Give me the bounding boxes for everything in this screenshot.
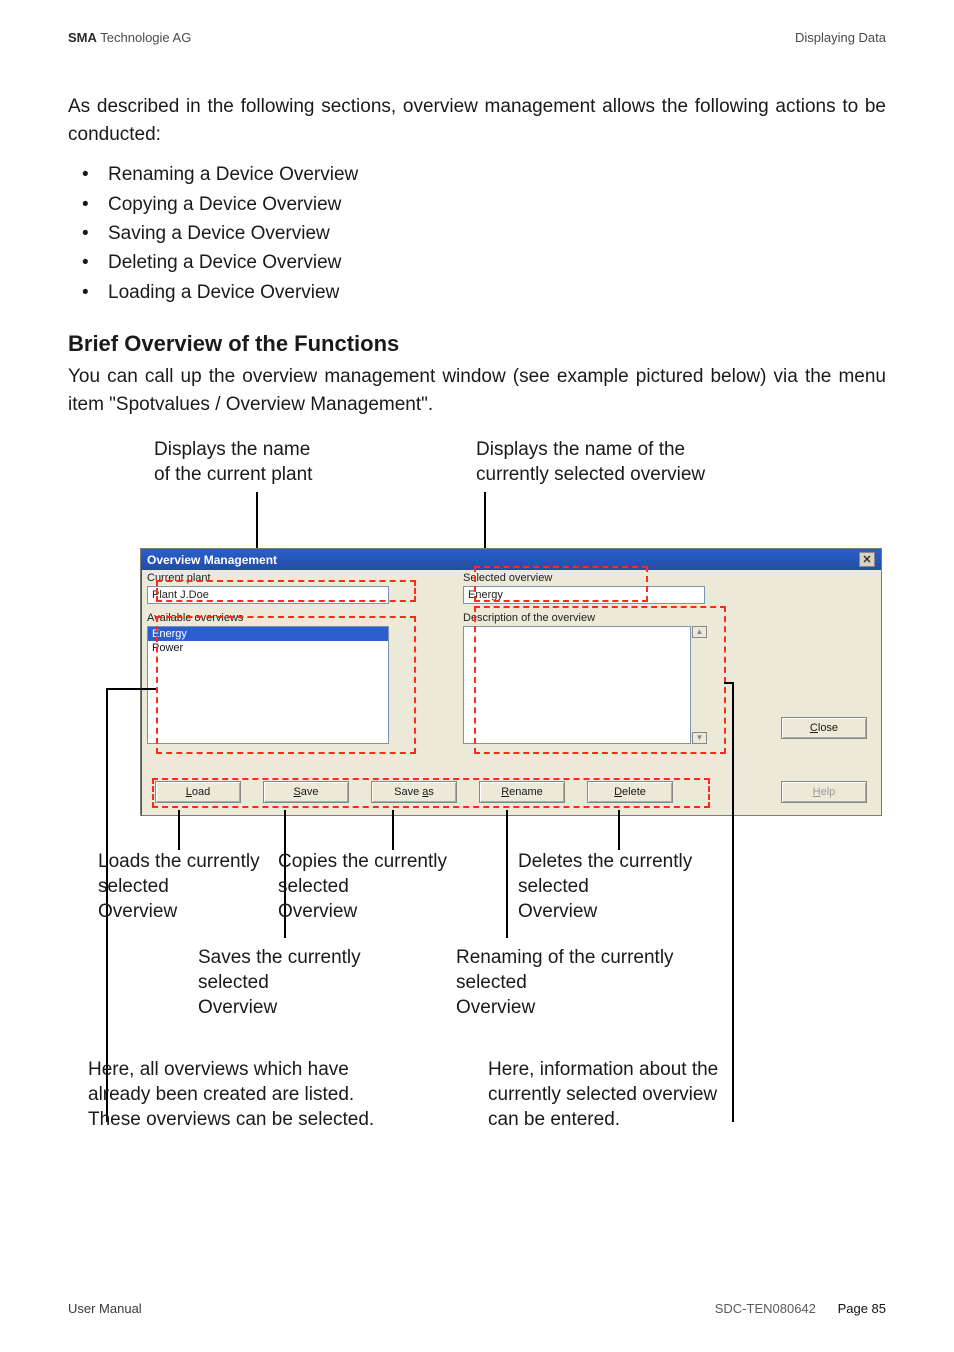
brand-bold: SMA	[68, 30, 97, 45]
section-para: You can call up the overview management …	[68, 363, 886, 418]
diagram: Displays the name of the current plant D…	[68, 438, 888, 1198]
page-footer: User Manual SDC-TEN080642 Page 85	[68, 1301, 886, 1316]
ann-saveas: Copies the currently selected Overview	[278, 850, 447, 924]
right-buttons: Close Help	[781, 749, 867, 803]
list-item: Copying a Device Overview	[82, 190, 886, 219]
ann-top-left: Displays the name of the current plant	[154, 438, 312, 487]
header-right: Displaying Data	[795, 30, 886, 45]
connector	[106, 688, 156, 690]
connector	[732, 682, 734, 1122]
section-title: Brief Overview of the Functions	[68, 331, 886, 357]
intro-text: As described in the following sections, …	[68, 93, 886, 148]
ann-bottom-left: Here, all overviews which have already b…	[88, 1058, 374, 1132]
help-button[interactable]: Help	[781, 781, 867, 803]
dash-selected	[474, 566, 648, 602]
dash-current-plant	[156, 580, 416, 602]
footer-left: User Manual	[68, 1301, 142, 1316]
dash-buttons	[152, 778, 710, 808]
connector	[392, 810, 394, 850]
ann-rename: Renaming of the currently selected Overv…	[456, 946, 674, 1020]
footer-page: Page 85	[838, 1301, 886, 1316]
brand: SMA Technologie AG	[68, 30, 191, 45]
ann-delete: Deletes the currently selected Overview	[518, 850, 692, 924]
close-button[interactable]: Close	[781, 717, 867, 739]
page-header: SMA Technologie AG Displaying Data	[68, 30, 886, 45]
connector	[178, 810, 180, 850]
ann-bottom-right: Here, information about the currently se…	[488, 1058, 718, 1132]
actions-list: Renaming a Device Overview Copying a Dev…	[82, 160, 886, 307]
list-item: Loading a Device Overview	[82, 278, 886, 307]
connector	[724, 682, 734, 684]
connector	[506, 810, 508, 938]
ann-top-right: Displays the name of the currently selec…	[476, 438, 705, 487]
list-item: Saving a Device Overview	[82, 219, 886, 248]
ann-load: Loads the currently selected Overview	[98, 850, 260, 924]
dash-description	[474, 606, 726, 754]
connector	[256, 492, 258, 548]
dialog-title: Overview Management	[147, 553, 277, 567]
ann-save: Saves the currently selected Overview	[198, 946, 361, 1020]
list-item: Renaming a Device Overview	[82, 160, 886, 189]
close-icon[interactable]: ✕	[859, 552, 875, 567]
list-item: Deleting a Device Overview	[82, 248, 886, 277]
brand-rest: Technologie AG	[97, 30, 191, 45]
connector	[618, 810, 620, 850]
footer-mid: SDC-TEN080642	[715, 1301, 816, 1316]
connector	[484, 492, 486, 548]
dash-available	[156, 616, 416, 754]
